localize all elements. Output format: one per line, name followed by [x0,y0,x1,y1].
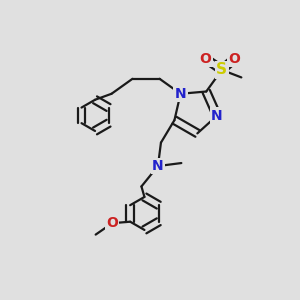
Text: O: O [229,52,240,65]
Text: S: S [216,62,227,77]
Text: N: N [152,159,164,173]
Text: O: O [106,216,118,230]
Text: N: N [211,109,223,123]
Text: N: N [175,87,186,101]
Text: O: O [200,52,211,65]
